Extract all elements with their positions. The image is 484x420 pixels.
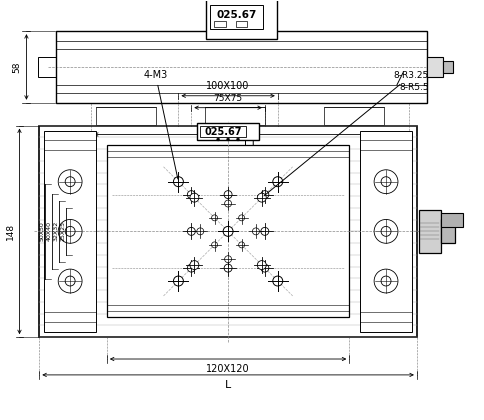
Circle shape xyxy=(381,276,391,286)
Circle shape xyxy=(374,269,398,293)
Circle shape xyxy=(187,264,196,272)
Circle shape xyxy=(173,276,183,286)
Bar xyxy=(427,57,443,77)
Circle shape xyxy=(374,170,398,194)
Bar xyxy=(38,57,56,77)
Bar xyxy=(440,219,454,243)
Circle shape xyxy=(224,191,232,199)
Text: 148: 148 xyxy=(5,223,15,240)
Circle shape xyxy=(212,242,217,248)
Bar xyxy=(200,126,246,137)
Circle shape xyxy=(224,264,232,272)
Circle shape xyxy=(65,177,75,186)
Circle shape xyxy=(197,228,204,235)
Text: 50X50: 50X50 xyxy=(39,221,45,241)
Circle shape xyxy=(58,269,82,293)
Circle shape xyxy=(212,215,217,221)
Circle shape xyxy=(187,191,196,199)
Bar xyxy=(324,107,384,125)
Circle shape xyxy=(257,193,266,202)
Bar xyxy=(107,145,349,317)
Circle shape xyxy=(187,227,196,235)
Circle shape xyxy=(58,170,82,194)
Bar xyxy=(206,0,277,39)
Circle shape xyxy=(58,219,82,243)
Text: 120X120: 120X120 xyxy=(206,364,250,374)
Bar xyxy=(443,61,453,73)
Circle shape xyxy=(237,138,240,141)
Text: 025.67: 025.67 xyxy=(204,126,242,136)
Circle shape xyxy=(190,193,199,202)
Bar xyxy=(210,5,263,29)
Bar xyxy=(96,107,155,125)
Circle shape xyxy=(217,138,220,141)
Circle shape xyxy=(273,177,283,186)
Circle shape xyxy=(225,256,231,262)
Circle shape xyxy=(374,219,398,243)
Text: 40X40: 40X40 xyxy=(46,221,51,241)
Circle shape xyxy=(381,177,391,186)
Bar xyxy=(360,131,412,332)
Bar xyxy=(214,21,226,27)
Text: 100X100: 100X100 xyxy=(206,81,250,91)
Circle shape xyxy=(227,138,229,141)
Text: 75X75: 75X75 xyxy=(213,94,242,103)
Bar xyxy=(236,21,247,27)
Circle shape xyxy=(273,276,283,286)
Circle shape xyxy=(261,264,269,272)
Circle shape xyxy=(223,226,233,236)
Text: 8-R3.25: 8-R3.25 xyxy=(264,71,429,196)
Text: 025.67: 025.67 xyxy=(216,10,257,20)
Bar xyxy=(56,31,427,103)
Circle shape xyxy=(65,276,75,286)
Text: 25X25: 25X25 xyxy=(60,221,65,241)
Text: L: L xyxy=(225,380,231,390)
Circle shape xyxy=(261,191,269,199)
Circle shape xyxy=(173,177,183,186)
Text: 32X32: 32X32 xyxy=(53,221,58,241)
Circle shape xyxy=(65,226,75,236)
Bar xyxy=(440,213,463,227)
Circle shape xyxy=(190,260,199,270)
Text: 58: 58 xyxy=(13,61,21,73)
Circle shape xyxy=(239,242,244,248)
Circle shape xyxy=(261,227,269,235)
Circle shape xyxy=(253,228,259,235)
Bar xyxy=(419,210,440,253)
Circle shape xyxy=(381,226,391,236)
Text: 8-R5.5: 8-R5.5 xyxy=(399,83,429,92)
Text: L1: L1 xyxy=(244,139,256,150)
Circle shape xyxy=(225,200,231,207)
Circle shape xyxy=(239,215,244,221)
Bar xyxy=(39,126,417,337)
Circle shape xyxy=(257,260,266,270)
Bar xyxy=(45,131,96,332)
Bar xyxy=(197,123,259,140)
Bar xyxy=(205,107,265,125)
Text: 4-M3: 4-M3 xyxy=(143,70,178,179)
